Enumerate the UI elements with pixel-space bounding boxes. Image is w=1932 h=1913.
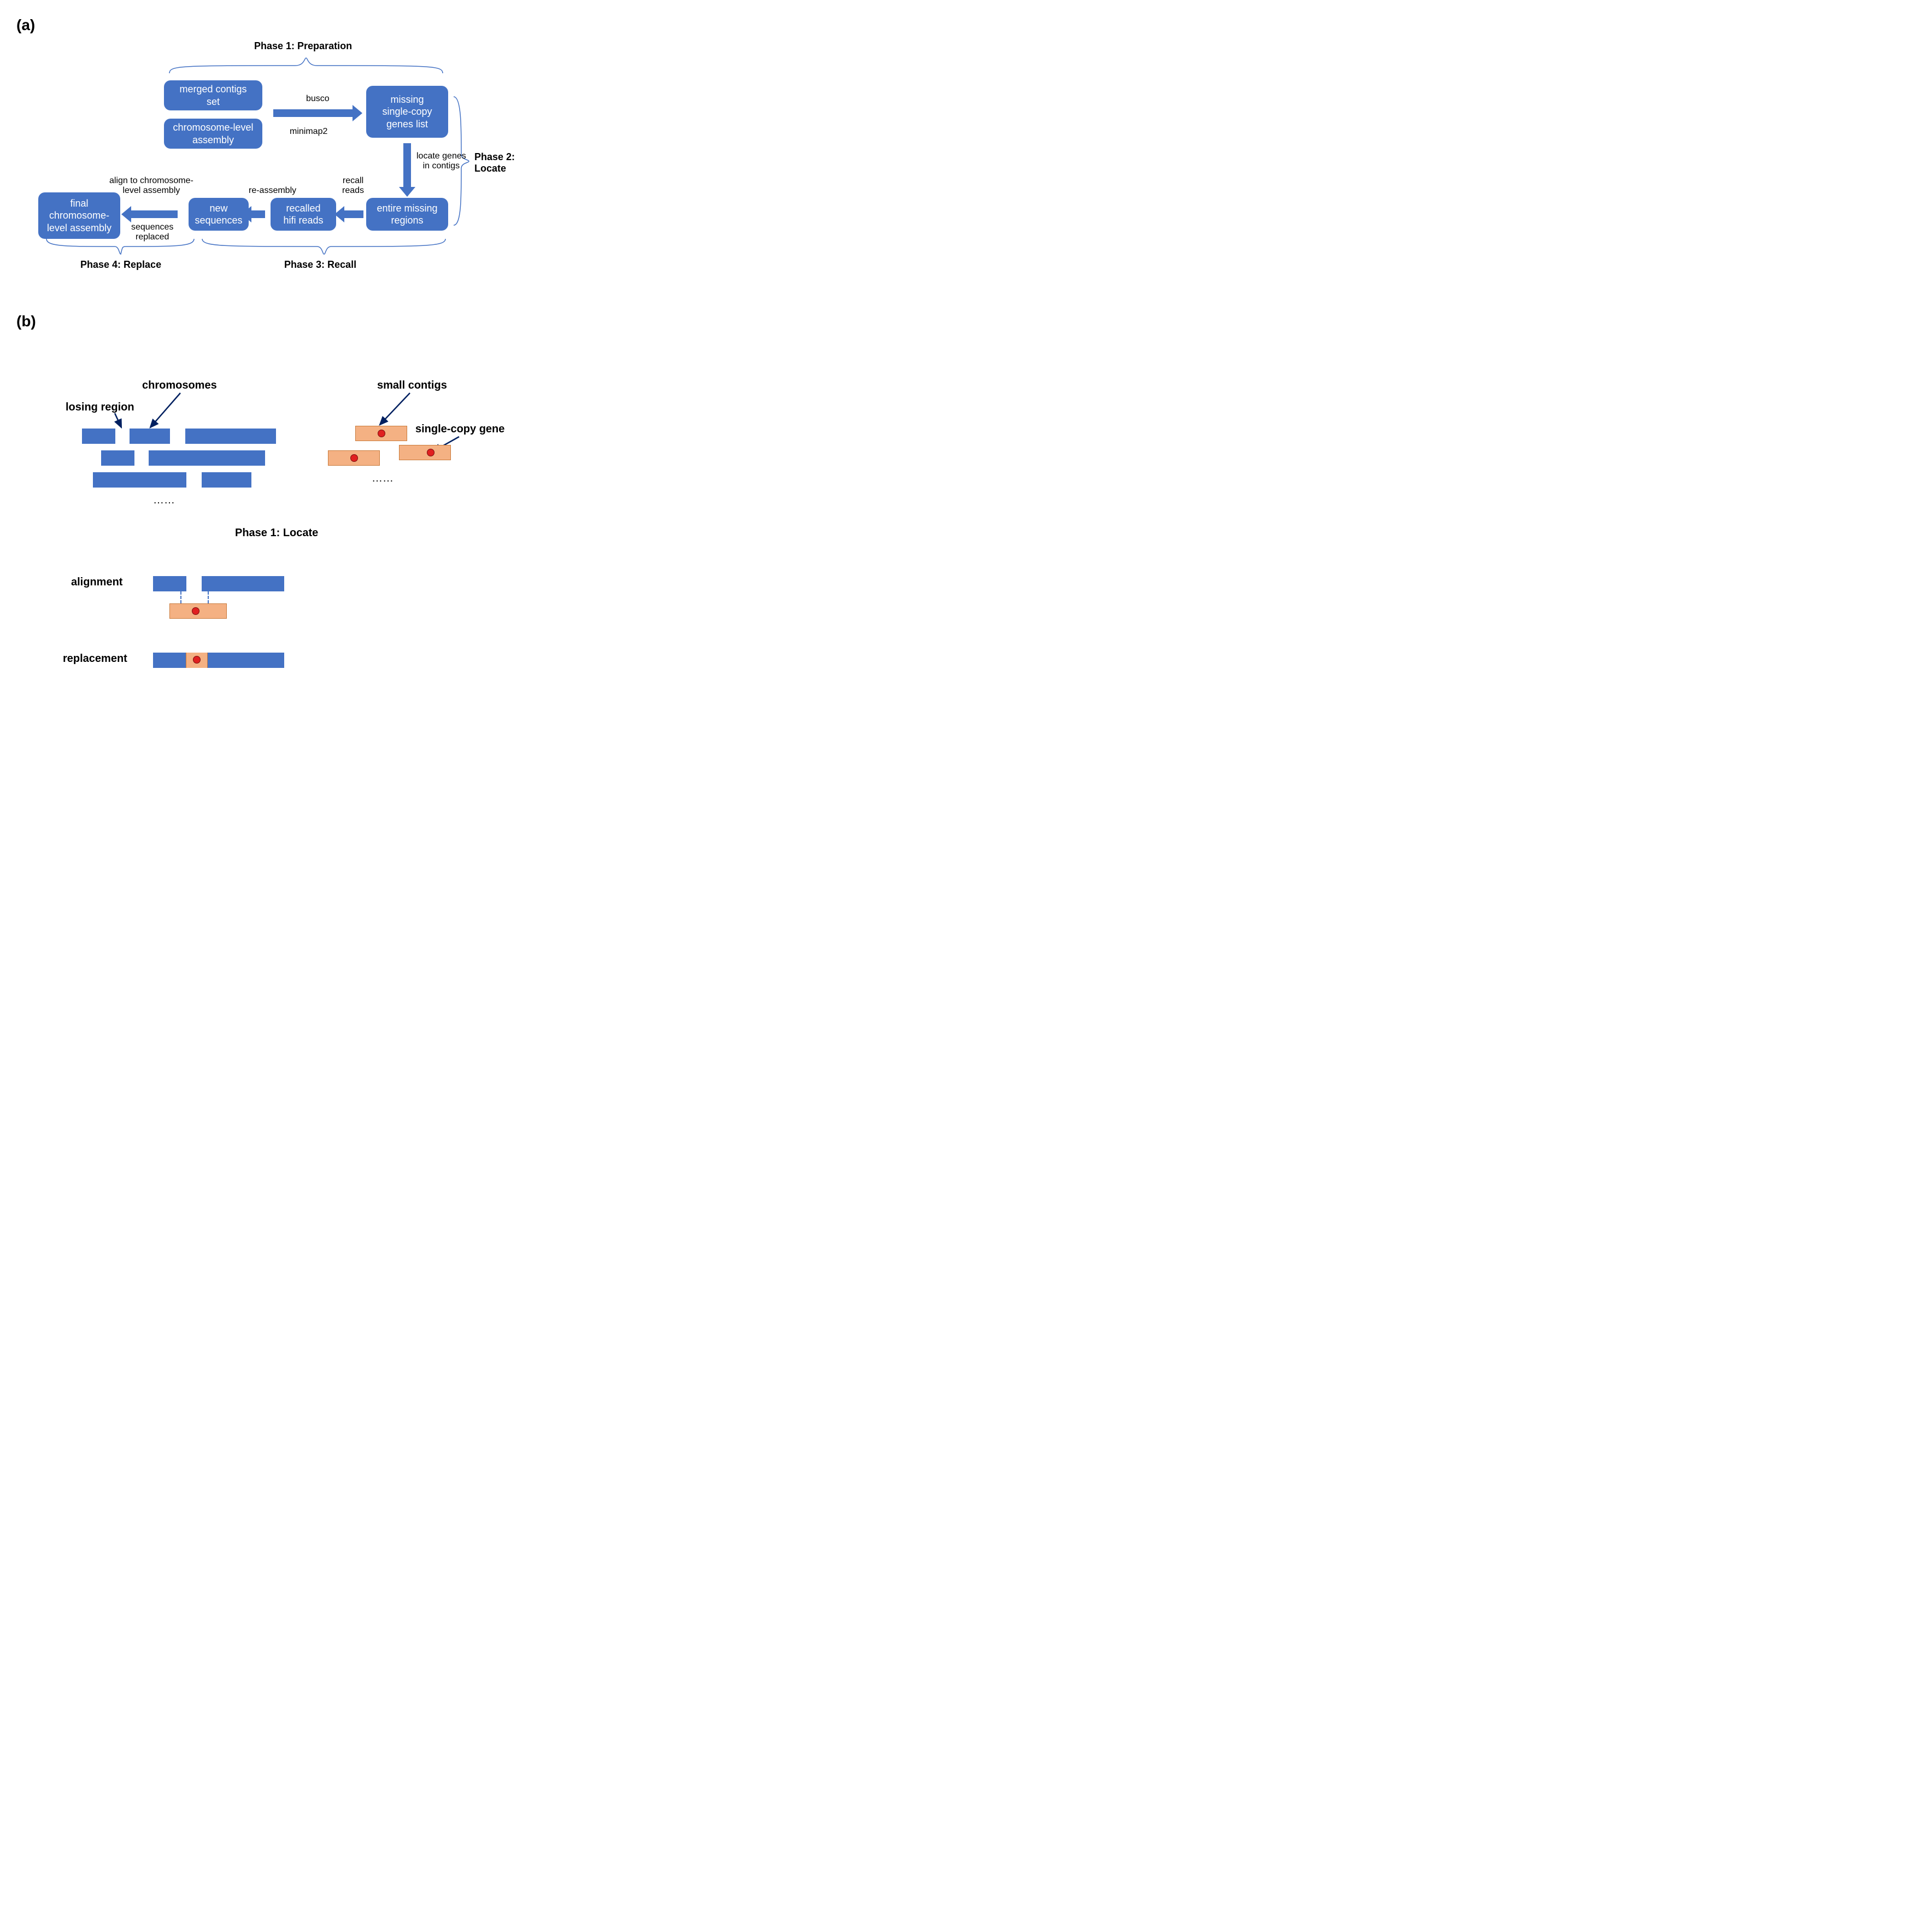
arrow-to-recalled-hifi <box>344 210 363 218</box>
arrow-to-missing-regions <box>403 143 411 187</box>
gene-dot-icon <box>350 454 358 462</box>
ellipsis-2: …… <box>372 472 394 485</box>
node-missing-list: missing single-copy genes list <box>366 86 448 138</box>
phase1-label: Phase 1: Preparation <box>254 40 352 52</box>
edge-label-align-to: align to chromosome- level assembly <box>109 176 193 196</box>
chrom-bar-2 <box>101 450 265 466</box>
edge-label-busco: busco <box>306 94 330 104</box>
chrom-bar-1 <box>82 429 276 444</box>
gap <box>169 429 186 444</box>
contig-1 <box>355 426 407 441</box>
phase4-label: Phase 4: Replace <box>80 259 161 271</box>
gene-dot-icon <box>378 430 385 437</box>
node-recalled-hifi: recalled hifi reads <box>271 198 336 231</box>
edge-label-locate-genes: locate genes in contigs <box>416 151 466 171</box>
panel-a-label: (a) <box>16 16 1916 34</box>
replacement-insert <box>186 653 208 668</box>
gap <box>186 472 202 488</box>
phase3-label: Phase 3: Recall <box>284 259 356 271</box>
gene-dot-icon <box>192 607 199 615</box>
chrom-bar-3 <box>93 472 251 488</box>
label-phase1-locate: Phase 1: Locate <box>235 527 318 539</box>
node-final-assembly: final chromosome- level assembly <box>38 192 120 239</box>
panel-b-figure: chromosomes losing region small contigs … <box>16 336 563 691</box>
label-replacement: replacement <box>63 653 127 665</box>
phase2-label: Phase 2: Locate <box>474 151 515 174</box>
dash-line <box>180 591 181 603</box>
gene-dot-icon <box>193 656 201 664</box>
label-alignment: alignment <box>71 576 122 589</box>
node-merged-contigs: merged contigs set <box>164 80 262 110</box>
arrow-to-final-asm <box>131 210 178 218</box>
gap <box>115 429 130 444</box>
alignment-contig <box>169 603 227 619</box>
node-chrom-assembly: chromosome-level assembly <box>164 119 262 149</box>
alignment-bar <box>153 576 284 591</box>
brace-phase1 <box>16 39 563 324</box>
dash-line <box>208 591 209 603</box>
edge-label-seq-replaced: sequences replaced <box>131 222 173 242</box>
arrow-to-missing-list <box>273 109 353 117</box>
panel-a-figure: merged contigs set chromosome-level asse… <box>16 39 563 291</box>
gap <box>186 576 202 591</box>
edge-label-minimap2: minimap2 <box>290 127 327 137</box>
ellipsis-1: …… <box>153 494 175 507</box>
node-missing-regions: entire missing regions <box>366 198 448 231</box>
node-new-sequences: new sequences <box>189 198 249 231</box>
edge-label-recall-reads: recall reads <box>342 176 364 196</box>
arrow-to-new-seq <box>251 210 265 218</box>
gap <box>134 450 149 466</box>
replacement-bar <box>153 653 284 668</box>
edge-label-reassembly: re-assembly <box>249 186 296 196</box>
gene-dot-icon <box>427 449 434 456</box>
contig-3 <box>399 445 451 460</box>
contig-2 <box>328 450 380 466</box>
